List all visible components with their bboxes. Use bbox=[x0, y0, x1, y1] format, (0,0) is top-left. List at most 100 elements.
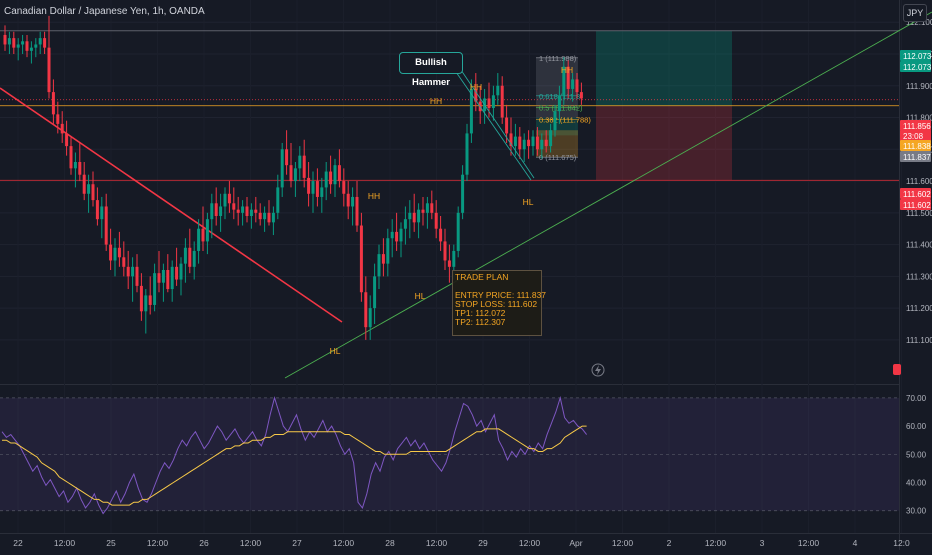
candle-body bbox=[566, 66, 570, 89]
candle-body bbox=[82, 174, 86, 194]
bullish-hammer-label: Bullish Hammer bbox=[399, 52, 463, 88]
candle-body bbox=[144, 295, 148, 312]
candle-body bbox=[408, 212, 412, 220]
swing-label-hl: HL bbox=[523, 197, 534, 207]
candle-body bbox=[324, 171, 328, 188]
price-badge-label: 23:08 bbox=[903, 132, 924, 141]
candle-body bbox=[131, 266, 135, 277]
price-badge bbox=[900, 50, 931, 61]
swing-label-hh: HH bbox=[470, 82, 482, 92]
currency-selector[interactable]: JPY bbox=[903, 4, 927, 22]
price-badge bbox=[900, 130, 931, 141]
candle-body bbox=[21, 41, 25, 45]
lightning-icon bbox=[591, 363, 605, 377]
candle-body bbox=[315, 181, 319, 197]
time-tick-label: 12:00 bbox=[612, 538, 634, 548]
candle-body bbox=[183, 247, 187, 264]
candle-body bbox=[461, 174, 465, 213]
lightning-icon-glyph bbox=[595, 365, 601, 375]
candle-body bbox=[505, 117, 509, 134]
stop-zone bbox=[596, 105, 732, 181]
candle-body bbox=[65, 133, 69, 147]
price-badge-label: 112.073 bbox=[903, 63, 932, 72]
candle-body bbox=[3, 34, 7, 45]
swing-label-hh: HH bbox=[561, 65, 573, 75]
candle-body bbox=[509, 133, 513, 147]
candle-body bbox=[285, 149, 289, 166]
candle-body bbox=[73, 162, 77, 169]
rsi-tick-label: 50.00 bbox=[906, 450, 927, 459]
trade-plan-entry: ENTRY PRICE: 111.837 bbox=[455, 290, 547, 300]
time-tick-label: 12:0 bbox=[893, 538, 910, 548]
candle-body bbox=[210, 203, 214, 220]
candle-body bbox=[293, 168, 297, 182]
candle-body bbox=[276, 187, 280, 213]
candle-body bbox=[513, 136, 517, 147]
pane-separator bbox=[0, 384, 899, 385]
swing-label-hl: HL bbox=[330, 346, 341, 356]
candle-body bbox=[531, 136, 535, 147]
time-tick-label: 12:00 bbox=[54, 538, 76, 548]
candle-body bbox=[333, 165, 337, 185]
time-tick-label: 12:00 bbox=[519, 538, 541, 548]
candle-body bbox=[249, 209, 253, 216]
candle-body bbox=[443, 241, 447, 261]
time-axis-border bbox=[0, 533, 932, 534]
candle-body bbox=[95, 200, 99, 220]
candle-body bbox=[122, 257, 126, 267]
candle-body bbox=[298, 155, 302, 169]
price-badge-label: 111.602 bbox=[903, 190, 931, 199]
time-tick-label: 29 bbox=[478, 538, 488, 548]
trade-plan-title: TRADE PLAN bbox=[455, 272, 509, 282]
candle-body bbox=[188, 247, 192, 267]
candle-body bbox=[12, 38, 16, 48]
candle-body bbox=[232, 203, 236, 210]
candle-body bbox=[87, 184, 91, 194]
candle-body bbox=[346, 193, 350, 207]
price-badge bbox=[900, 61, 931, 72]
time-tick-label: 4 bbox=[853, 538, 858, 548]
candle-body bbox=[100, 206, 104, 220]
candle-body bbox=[412, 212, 416, 223]
candle-body bbox=[337, 165, 341, 182]
candle-body bbox=[227, 193, 231, 204]
candle-body bbox=[434, 212, 438, 229]
time-tick-label: 22 bbox=[13, 538, 23, 548]
fib-level-label: 0.382 (111.788) bbox=[539, 115, 591, 124]
candle-body bbox=[219, 206, 223, 216]
candle-body bbox=[135, 266, 139, 286]
hammer-pointer-line bbox=[455, 71, 532, 181]
time-tick-label: 28 bbox=[385, 538, 395, 548]
time-tick-label: 26 bbox=[199, 538, 209, 548]
candle-body bbox=[355, 196, 359, 226]
candle-body bbox=[469, 88, 473, 134]
candle-body bbox=[157, 273, 161, 283]
candle-body bbox=[527, 139, 531, 147]
candle-body bbox=[311, 181, 315, 194]
candle-body bbox=[465, 133, 469, 175]
fib-level-label: 0 (111.675) bbox=[539, 153, 577, 162]
candle-body bbox=[320, 187, 324, 197]
symbol-title[interactable]: Canadian Dollar / Japanese Yen, 1h, OAND… bbox=[4, 6, 205, 17]
candle-body bbox=[553, 111, 557, 131]
candle-body bbox=[254, 209, 258, 213]
candle-body bbox=[271, 212, 275, 223]
uptrend-line bbox=[284, 11, 932, 379]
trade-plan-tp2: TP2: 112.307 bbox=[455, 317, 506, 327]
candle-body bbox=[329, 171, 333, 185]
time-tick-label: 12:00 bbox=[333, 538, 355, 548]
candle-body bbox=[364, 292, 368, 328]
candle-body bbox=[439, 228, 443, 242]
candle-body bbox=[544, 139, 548, 147]
candle-body bbox=[197, 228, 201, 251]
candle-body bbox=[417, 209, 421, 223]
time-tick-label: Apr bbox=[569, 538, 582, 548]
candle-body bbox=[78, 162, 82, 175]
price-badge bbox=[900, 199, 931, 210]
candle-body bbox=[139, 285, 143, 312]
candle-body bbox=[91, 184, 95, 201]
candle-body bbox=[241, 206, 245, 213]
candle-body bbox=[34, 44, 38, 48]
price-tick-label: 111.900 bbox=[906, 82, 932, 91]
price-tick-label: 111.100 bbox=[906, 336, 932, 345]
